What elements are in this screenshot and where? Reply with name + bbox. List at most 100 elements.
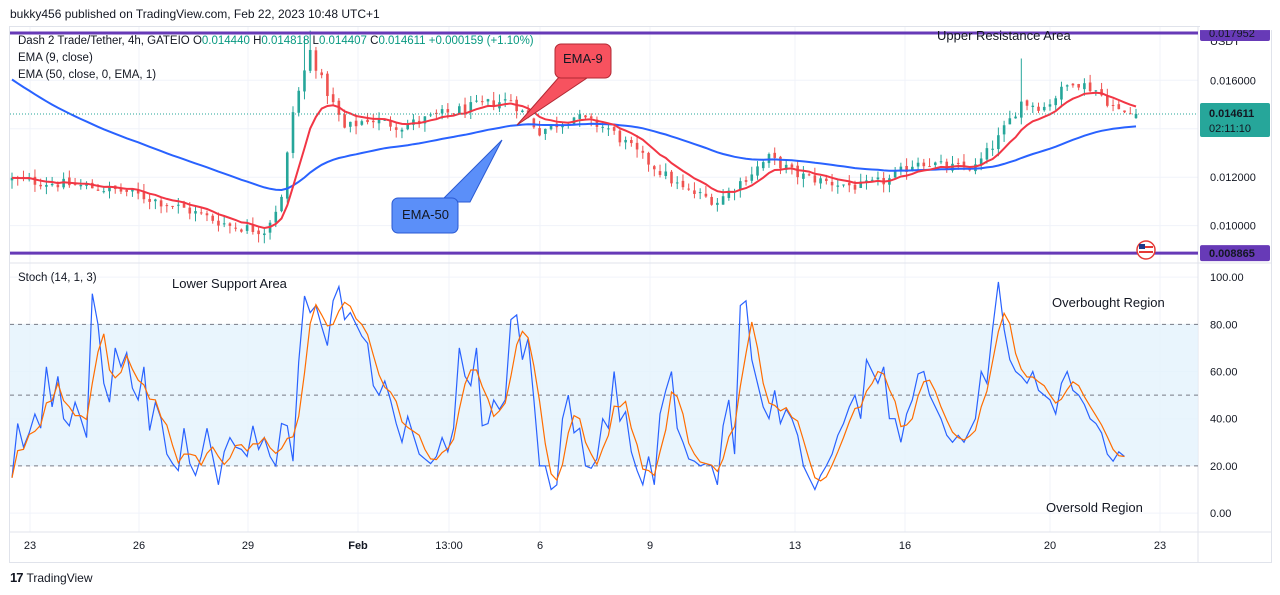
last-price-label-bg (1200, 102, 1270, 137)
candle-body (446, 109, 450, 113)
candle-body (933, 162, 937, 166)
candle-body (119, 189, 123, 192)
candle-body (354, 120, 358, 127)
candle-body (188, 207, 192, 214)
candle-body (624, 139, 627, 143)
candle-body (39, 184, 42, 187)
candle-body (756, 166, 759, 176)
candle-body (274, 211, 278, 223)
candle-body (68, 177, 71, 186)
candle-body (704, 193, 708, 197)
stoch-tick-label: 100.00 (1210, 272, 1244, 284)
candle-body (222, 223, 226, 225)
candle-body (802, 173, 805, 179)
ema9-callout-label: EMA-9 (563, 51, 603, 66)
candle-body (154, 199, 157, 202)
candle-body (1025, 100, 1029, 106)
candle-body (412, 119, 415, 125)
candle-body (10, 177, 14, 181)
candle-body (664, 171, 668, 176)
candle-body (343, 114, 346, 128)
candle-body (727, 190, 731, 198)
candle-body (870, 179, 874, 181)
flag-stripe (1139, 246, 1153, 248)
footer-brand[interactable]: 17 TradingView (10, 570, 93, 585)
candle-body (480, 101, 484, 103)
candle-body (681, 180, 685, 188)
candle-body (1128, 113, 1132, 115)
ema9-callout (554, 43, 612, 79)
legend-ema9[interactable]: EMA (9, close) (18, 52, 93, 64)
candle-body (377, 119, 381, 124)
overbought-annotation: Overbought Region (1052, 295, 1165, 310)
time-tick-label: Feb (348, 540, 368, 552)
candle-body (228, 223, 232, 226)
candle-body (102, 191, 106, 193)
resistance-annotation: Upper Resistance Area (937, 28, 1071, 43)
candle-body (773, 152, 777, 158)
time-tick-label: 13:00 (435, 540, 463, 552)
legend-stoch[interactable]: Stoch (14, 1, 3) (18, 272, 97, 284)
candle-body (962, 161, 966, 168)
candle-body (945, 161, 949, 170)
candle-body (1134, 113, 1138, 119)
candle-body (1054, 98, 1058, 106)
candle-body (578, 114, 582, 119)
candle-body (429, 114, 432, 116)
candle-body (131, 189, 134, 192)
candle-body (217, 220, 220, 226)
candle-body (469, 102, 473, 112)
time-tick-label: 23 (1154, 540, 1166, 552)
candle-body (916, 162, 920, 167)
candle-body (658, 171, 662, 175)
candle-body (1106, 95, 1109, 106)
candle-body (245, 225, 249, 231)
stoch-k-line (11, 281, 1125, 491)
candle-body (108, 186, 111, 192)
candle-body (790, 164, 794, 168)
candle-body (652, 166, 656, 170)
candle-body (194, 211, 197, 214)
legend-open: O0.014440 (192, 35, 250, 47)
candle-body (956, 162, 960, 164)
candle-body (366, 119, 369, 123)
candle-body (716, 202, 719, 205)
legend-ema50[interactable]: EMA (50, close, 0, EMA, 1) (18, 69, 157, 81)
candle-body (458, 106, 461, 114)
candle-body (521, 110, 524, 113)
candle-body (417, 120, 421, 124)
stoch-tick-label: 80.00 (1210, 319, 1238, 331)
candle-body (612, 127, 616, 131)
candle-body (584, 115, 587, 118)
candle-body (1065, 85, 1069, 87)
candle-body (452, 113, 455, 115)
candle-body (136, 189, 140, 194)
candle-body (314, 50, 318, 71)
time-tick-label: 16 (899, 540, 911, 552)
time-tick-label: 6 (537, 540, 543, 552)
stoch-tick-label: 60.00 (1210, 367, 1238, 379)
legend-symbol[interactable]: Dash 2 Trade/Tether, 4h, GATEIO (18, 35, 190, 47)
candle-body (928, 166, 931, 168)
candle-body (1037, 106, 1040, 111)
candle-body (371, 120, 375, 123)
time-tick-label: 20 (1044, 540, 1056, 552)
lower-support-annotation: Lower Support Area (172, 276, 288, 291)
candle-body (240, 229, 243, 232)
ema50-callout (391, 197, 459, 234)
candle-body (79, 184, 83, 187)
candle-body (847, 182, 851, 186)
candle-body (796, 165, 799, 178)
candle-body (1083, 83, 1086, 90)
candle-body (549, 124, 553, 130)
candle-body (1020, 101, 1023, 118)
candle-body (280, 196, 283, 212)
candle-body (687, 188, 690, 190)
candle-body (853, 184, 857, 190)
candle-body (1042, 106, 1046, 111)
candle-body (234, 227, 237, 229)
candle-body (85, 184, 88, 186)
candle-body (308, 49, 312, 71)
candle-body (859, 181, 863, 188)
